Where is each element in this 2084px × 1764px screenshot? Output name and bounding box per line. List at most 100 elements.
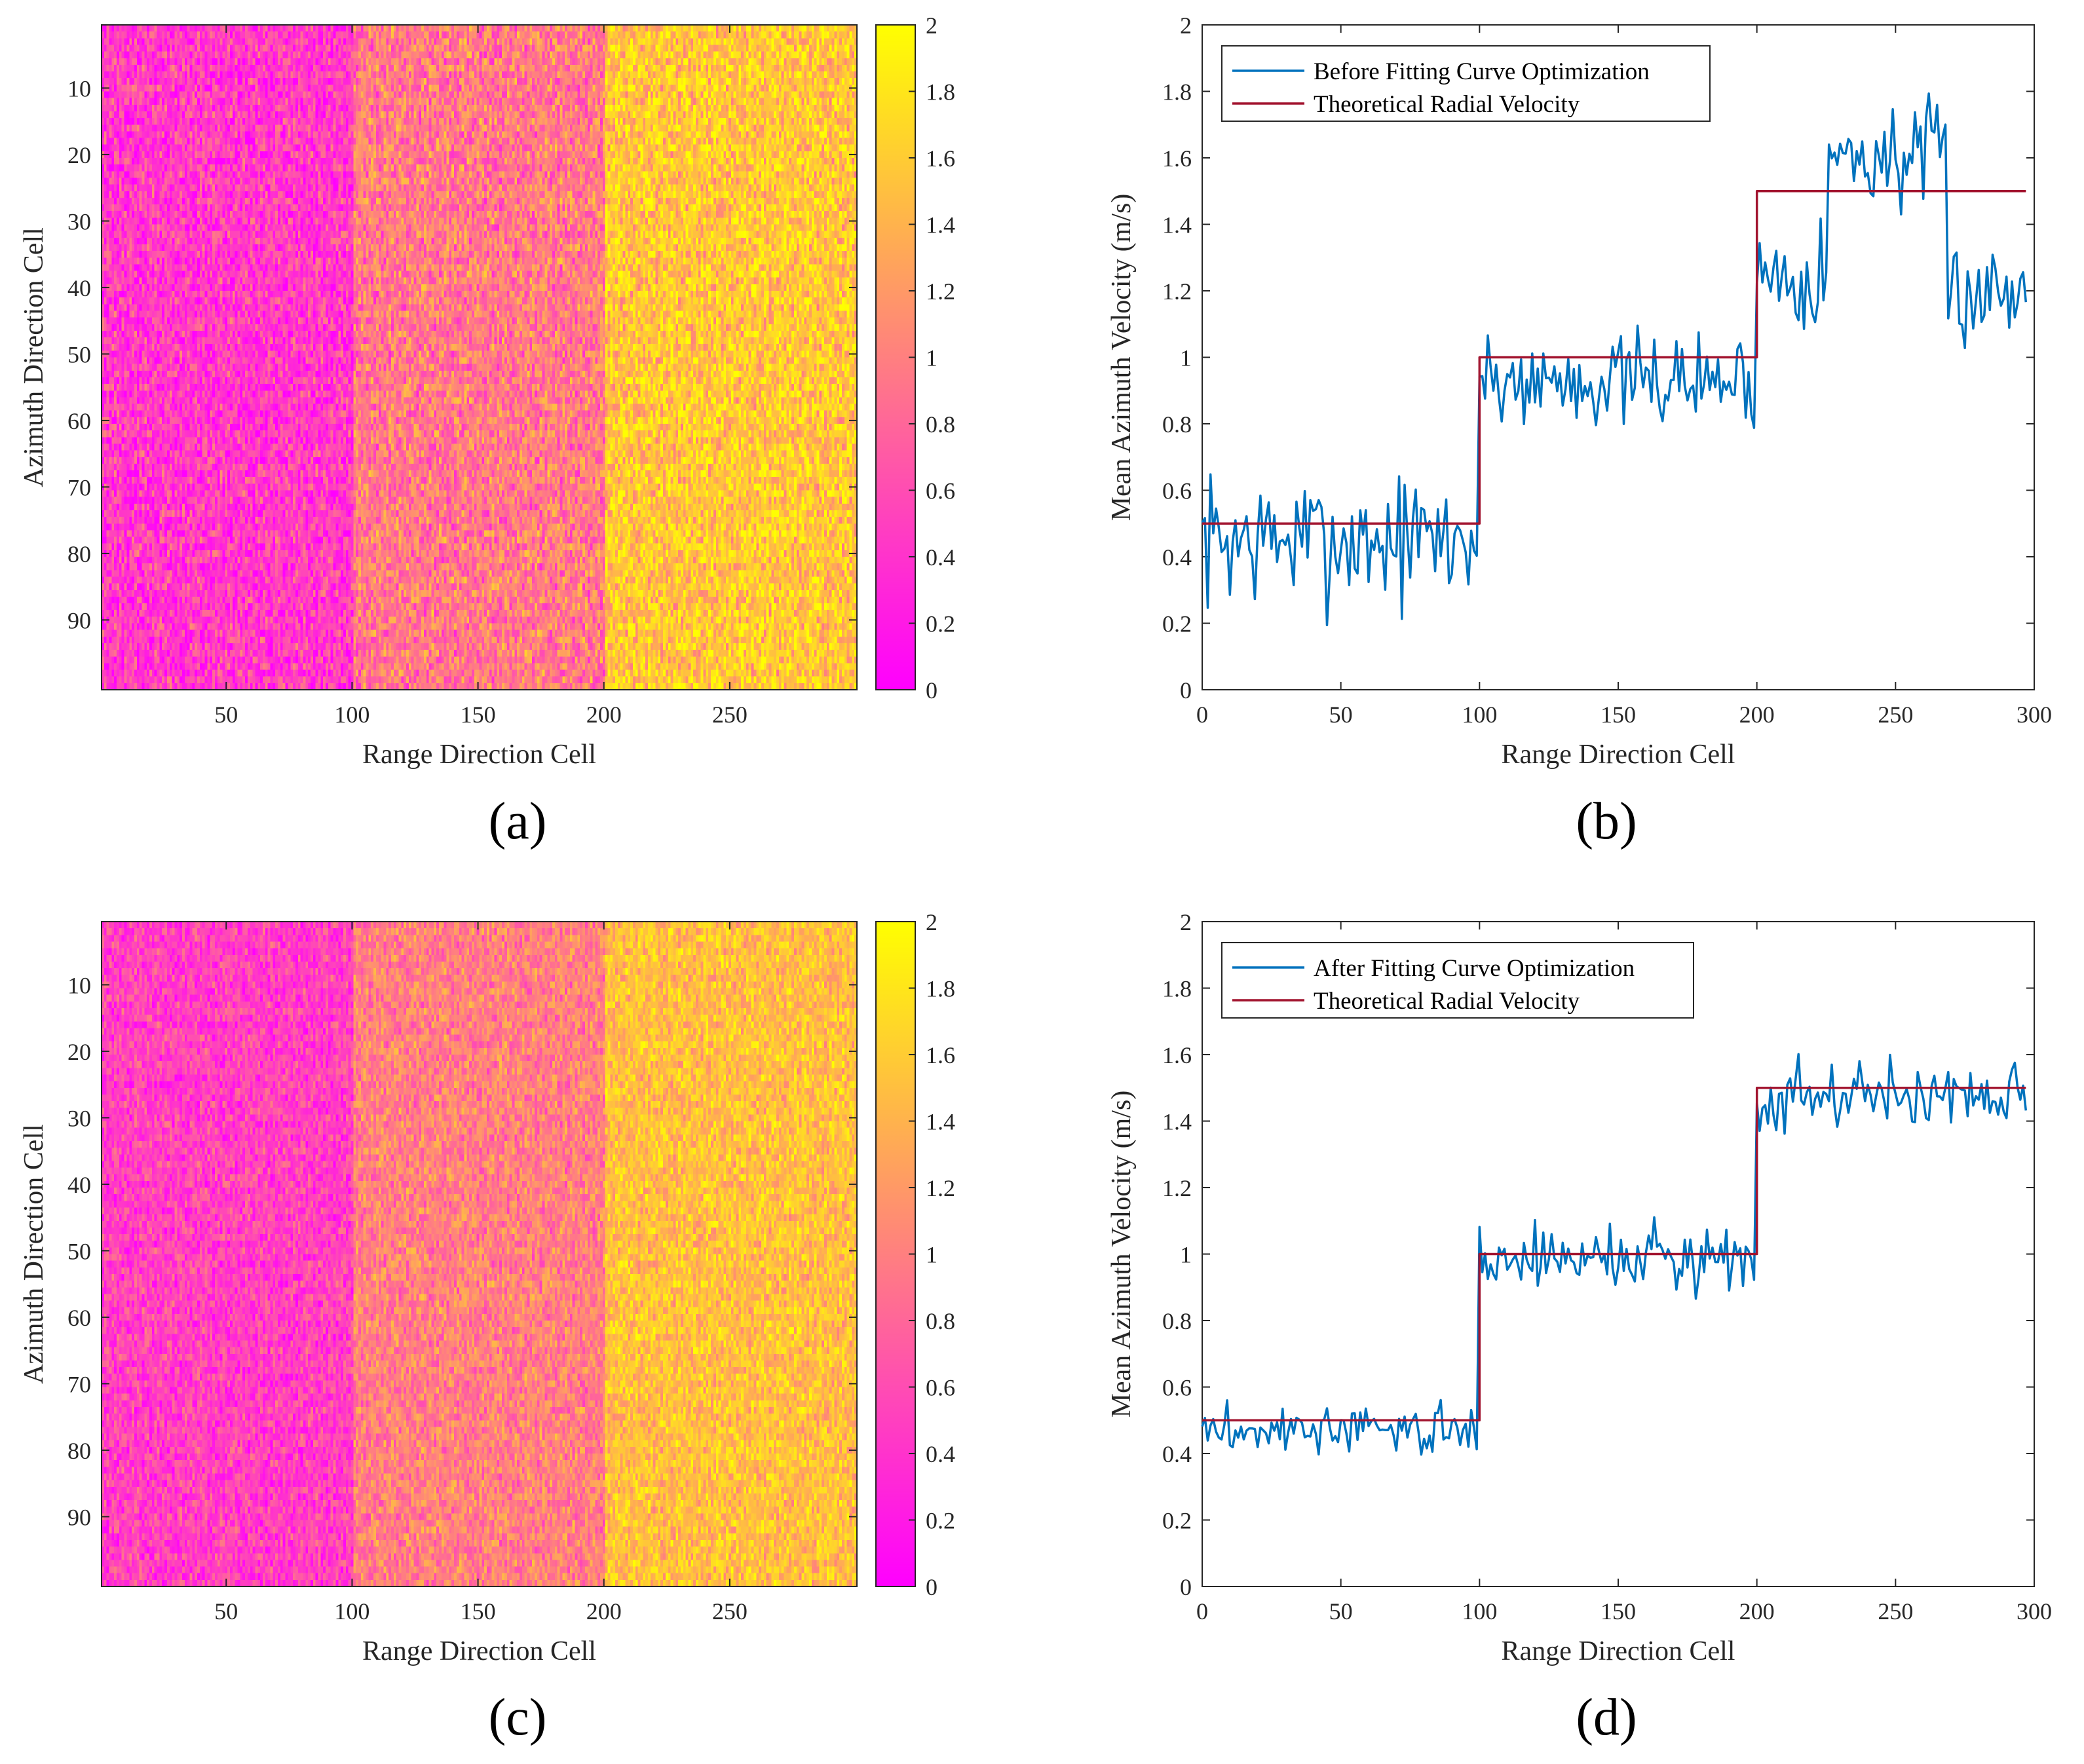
y-tick-label: 10 — [67, 75, 91, 102]
y-tick-label: 70 — [67, 474, 91, 500]
y-tick-label: 0.8 — [1162, 1308, 1192, 1334]
panel-label: (a) — [489, 793, 547, 850]
axes-frame — [101, 921, 858, 1587]
x-tick-label: 100 — [334, 1598, 369, 1624]
colorbar-tick-label: 0.2 — [926, 611, 955, 637]
colorbar-tick-label: 1.8 — [926, 79, 955, 105]
y-tick-label: 0.6 — [1162, 478, 1192, 504]
y-tick-label: 40 — [67, 1172, 91, 1198]
y-tick-label: 50 — [67, 341, 91, 367]
axes-frame — [101, 24, 858, 690]
y-axis-label: Azimuth Direction Cell — [19, 1124, 49, 1384]
x-tick-label: 150 — [1601, 702, 1636, 728]
colorbar-tick-label: 2 — [926, 909, 938, 935]
y-tick-label: 0.8 — [1162, 411, 1192, 438]
colorbar-tick-label: 1.2 — [926, 278, 955, 305]
legend-box — [1221, 45, 1711, 122]
legend-label: Theoretical Radial Velocity — [1314, 91, 1580, 118]
y-axis-label: Azimuth Direction Cell — [19, 227, 49, 487]
legend-label: Theoretical Radial Velocity — [1314, 988, 1580, 1015]
x-tick-label: 150 — [461, 702, 496, 728]
x-tick-label: 300 — [2017, 702, 2052, 728]
x-tick-label: 50 — [1329, 702, 1353, 728]
y-tick-label: 80 — [67, 1438, 91, 1464]
x-tick-label: 300 — [2017, 1598, 2052, 1624]
line-panel-b: 0 50 100 150 200 250 300 0 0.2 0.4 0.6 0.8 1 1.2 1.4 1.… — [1107, 12, 2052, 850]
legend-box — [1221, 942, 1694, 1019]
x-tick-label: 250 — [712, 702, 748, 728]
x-tick-label: 50 — [214, 702, 238, 728]
y-tick-label: 1.4 — [1162, 212, 1192, 238]
x-tick-label: 150 — [461, 1598, 496, 1624]
legend-label: After Fitting Curve Optimization — [1314, 955, 1635, 982]
x-tick-label: 200 — [1739, 702, 1775, 728]
x-tick-label: 250 — [1878, 1598, 1913, 1624]
colorbar-tick-label: 1.2 — [926, 1175, 955, 1201]
x-tick-label: 50 — [1329, 1598, 1353, 1624]
colorbar-tick-label: 0 — [926, 677, 938, 704]
colorbar-tick-label: 0 — [926, 1574, 938, 1600]
line-panel-d: 0 50 100 150 200 250 300 0 0.2 0.4 0.6 0.8 1 1.2 1.4 1.… — [1107, 909, 2052, 1746]
heatmap-cells — [102, 25, 857, 690]
y-tick-label: 10 — [67, 972, 91, 998]
y-tick-label: 0.2 — [1162, 1508, 1192, 1534]
y-tick-label: 1 — [1180, 1242, 1192, 1268]
colorbar-tick-label: 0.8 — [926, 1308, 955, 1334]
y-tick-label: 1.2 — [1162, 1175, 1192, 1201]
x-tick-label: 200 — [1739, 1598, 1775, 1624]
y-tick-label: 2 — [1180, 909, 1192, 935]
colorbar-tick-label: 0.4 — [926, 1441, 955, 1467]
y-tick-label: 1.8 — [1162, 976, 1192, 1002]
y-tick-label: 80 — [67, 541, 91, 567]
colorbar-tick-label: 0.4 — [926, 544, 955, 571]
colorbar-tick-label: 2 — [926, 12, 938, 39]
colorbar-tick-label: 0.6 — [926, 1375, 955, 1401]
y-tick-label: 90 — [67, 607, 91, 633]
panel-label: (d) — [1576, 1689, 1637, 1746]
x-axis-label: Range Direction Cell — [1502, 740, 1735, 770]
colorbar-tick-label: 0.8 — [926, 411, 955, 438]
y-tick-label: 50 — [67, 1238, 91, 1264]
series-line-1 — [1202, 190, 2026, 525]
colorbar — [875, 24, 916, 690]
x-tick-label: 250 — [712, 1598, 748, 1624]
x-axis-label: Range Direction Cell — [362, 740, 596, 770]
y-tick-label: 0.6 — [1162, 1375, 1192, 1401]
y-tick-label: 30 — [67, 208, 91, 235]
x-tick-label: 250 — [1878, 702, 1913, 728]
colorbar-tick-label: 1 — [926, 345, 938, 371]
colorbar-tick-label: 1.4 — [926, 212, 955, 238]
x-tick-label: 100 — [334, 702, 369, 728]
series-line-0 — [1201, 1053, 2028, 1456]
colorbar-tick-label: 1.6 — [926, 145, 955, 172]
y-tick-label: 20 — [67, 1039, 91, 1065]
x-tick-label: 200 — [586, 702, 622, 728]
panel-label: (c) — [489, 1689, 547, 1746]
x-tick-label: 100 — [1462, 1598, 1497, 1624]
colorbar-tick-label: 1.6 — [926, 1042, 955, 1068]
series-line-1 — [1202, 1087, 2026, 1422]
y-tick-label: 30 — [67, 1105, 91, 1131]
colorbar-tick-label: 1 — [926, 1242, 938, 1268]
y-tick-label: 1.6 — [1162, 145, 1192, 172]
y-tick-label: 40 — [67, 275, 91, 301]
colorbar-tick-label: 0.2 — [926, 1508, 955, 1534]
x-tick-label: 0 — [1196, 1598, 1208, 1624]
x-axis-label: Range Direction Cell — [1502, 1636, 1735, 1666]
y-tick-label: 1.8 — [1162, 79, 1192, 105]
y-tick-label: 1.4 — [1162, 1109, 1192, 1135]
y-tick-label: 60 — [67, 408, 91, 434]
y-tick-label: 1.6 — [1162, 1042, 1192, 1068]
y-tick-label: 70 — [67, 1371, 91, 1397]
y-tick-label: 90 — [67, 1504, 91, 1530]
colorbar-tick-label: 0.6 — [926, 478, 955, 504]
panel-label: (b) — [1576, 793, 1637, 850]
y-tick-label: 1.2 — [1162, 278, 1192, 305]
y-tick-label: 1 — [1180, 345, 1192, 371]
y-tick-label: 0.4 — [1162, 1441, 1192, 1467]
y-tick-label: 0 — [1180, 1574, 1192, 1600]
heatmap-cells — [102, 922, 857, 1586]
x-tick-label: 100 — [1462, 702, 1497, 728]
